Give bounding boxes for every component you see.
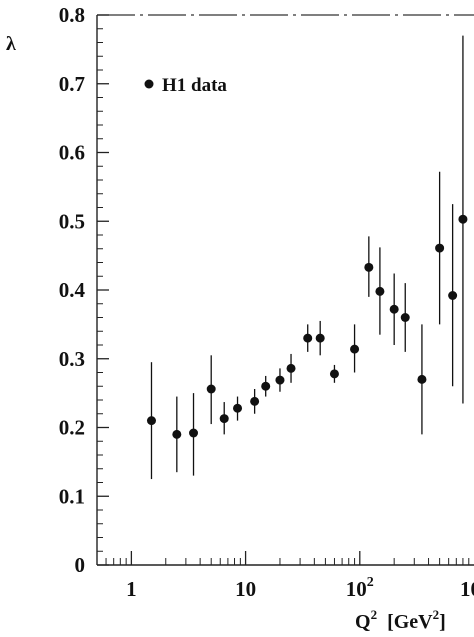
data-point	[233, 403, 243, 413]
x-axis-title-unit-open: [GeV	[387, 611, 433, 633]
data-point	[206, 384, 216, 394]
x-axis-title: Q2 [GeV2]	[355, 607, 446, 633]
data-point	[286, 363, 296, 373]
y-tick-label: 0.6	[59, 141, 85, 165]
x-tick-label: 103	[460, 575, 474, 601]
x-tick-base: 1	[126, 577, 137, 601]
x-tick-base: 10	[235, 577, 256, 601]
y-tick-label: 0.4	[59, 278, 86, 302]
x-tick-label: 1	[126, 577, 137, 601]
data-point	[448, 291, 458, 300]
x-tick-base: 10	[346, 577, 367, 601]
legend: H1 data	[144, 75, 227, 96]
y-tick-label: 0.2	[59, 416, 85, 440]
data-point	[458, 214, 468, 224]
data-point	[250, 396, 260, 406]
x-axis-title-unit-sup: 2	[433, 607, 440, 622]
x-axis-title-symbol: Q	[355, 611, 371, 633]
data-point	[364, 262, 374, 272]
y-tick-label: 0.1	[59, 484, 85, 508]
data-point	[219, 414, 229, 424]
data-point	[329, 369, 339, 379]
legend-marker	[144, 79, 154, 89]
data-point	[435, 243, 445, 253]
data-point	[375, 286, 385, 296]
data-point	[400, 313, 410, 322]
y-tick-label: 0.8	[59, 3, 85, 27]
data-point	[315, 333, 325, 343]
data-point	[146, 416, 156, 426]
y-tick-label: 0	[75, 553, 86, 577]
x-tick-label: 102	[346, 575, 374, 601]
y-tick-label: 0.3	[59, 347, 85, 371]
y-axis-title: λ	[6, 33, 16, 55]
x-axis-title-sup: 2	[371, 607, 378, 622]
data-point	[303, 333, 313, 343]
data-point	[350, 344, 360, 354]
data-point	[189, 428, 199, 438]
x-tick-base: 10	[460, 577, 474, 601]
x-tick-exponent: 2	[367, 575, 374, 590]
data-point	[417, 374, 427, 384]
plot-frame	[96, 14, 474, 566]
y-tick-label: 0.5	[59, 209, 85, 233]
data-points	[146, 35, 468, 480]
data-point	[172, 429, 182, 439]
x-tick-label: 10	[235, 577, 256, 601]
x-axis: 110102103	[96, 551, 474, 601]
y-axis: 0 0.1 0.2 0.3 0.4 0.5 0.6 0.7 0.8	[59, 3, 109, 577]
x-axis-title-unit-close: ]	[439, 611, 446, 633]
legend-label: H1 data	[162, 75, 227, 96]
data-point	[275, 375, 285, 385]
data-point	[261, 381, 271, 391]
y-tick-label: 0.7	[59, 72, 85, 96]
data-point	[389, 304, 399, 314]
